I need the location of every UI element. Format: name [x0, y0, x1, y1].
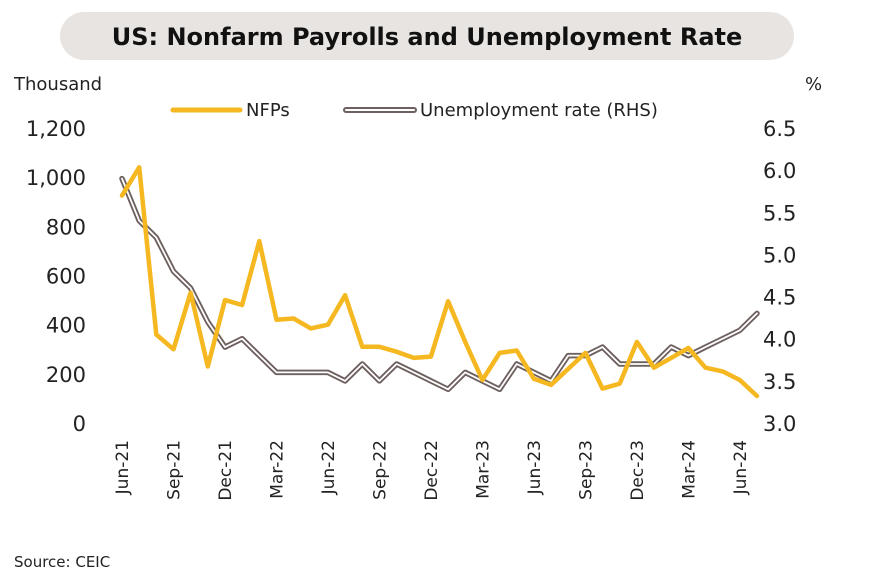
right-axis-ticks: 3.0 3.5 4.0 4.5 5.0 5.5 6.0 6.5: [763, 117, 796, 436]
nfp-line: [119, 165, 760, 399]
left-axis-unit: Thousand: [13, 74, 102, 95]
unemployment-series: [119, 175, 760, 393]
legend-unemp-label: Unemployment rate (RHS): [420, 100, 658, 121]
right-tick-label: 3.5: [763, 370, 796, 394]
source-note: Source: CEIC: [14, 553, 110, 571]
chart-title: US: Nonfarm Payrolls and Unemployment Ra…: [112, 23, 743, 51]
left-tick-label: 200: [46, 363, 86, 387]
x-tick-label: Dec-23: [628, 440, 648, 501]
left-tick-label: 1,200: [26, 117, 86, 141]
x-tick-label: Jun-24: [731, 440, 751, 495]
x-tick-label: Jun-22: [319, 440, 339, 495]
right-tick-label: 4.5: [763, 286, 796, 310]
left-tick-label: 800: [46, 215, 86, 239]
right-tick-label: 3.0: [763, 412, 796, 436]
x-tick-label: Mar-22: [267, 440, 287, 499]
left-axis-ticks: 0 200 400 600 800 1,000 1,200: [26, 117, 86, 436]
legend: NFPs Unemployment rate (RHS): [170, 100, 658, 121]
left-tick-label: 0: [73, 412, 86, 436]
left-tick-label: 1,000: [26, 166, 86, 190]
x-tick-label: Sep-23: [576, 440, 596, 500]
x-tick-label: Jun-21: [113, 440, 133, 495]
x-tick-label: Sep-21: [164, 440, 184, 500]
x-tick-label: Jun-23: [525, 440, 545, 495]
right-tick-label: 6.5: [763, 117, 796, 141]
left-tick-label: 400: [46, 314, 86, 338]
unemployment-line-outline: [119, 175, 760, 393]
x-tick-label: Mar-24: [679, 440, 699, 499]
right-tick-label: 5.5: [763, 201, 796, 225]
x-tick-label: Mar-23: [473, 440, 493, 499]
x-tick-label: Sep-22: [370, 440, 390, 500]
right-tick-label: 4.0: [763, 328, 796, 352]
title-background: [60, 12, 794, 60]
legend-nfp-label: NFPs: [246, 100, 290, 121]
right-tick-label: 6.0: [763, 159, 796, 183]
x-tick-label: Dec-21: [216, 440, 236, 501]
x-tick-label: Dec-22: [422, 440, 442, 501]
right-tick-label: 5.0: [763, 243, 796, 267]
right-axis-unit: %: [805, 74, 822, 95]
nfp-series: [119, 165, 760, 399]
x-axis-ticks: Jun-21 Sep-21 Dec-21 Mar-22 Jun-22 Sep-22 Dec-…: [113, 440, 751, 501]
left-tick-label: 600: [46, 265, 86, 289]
